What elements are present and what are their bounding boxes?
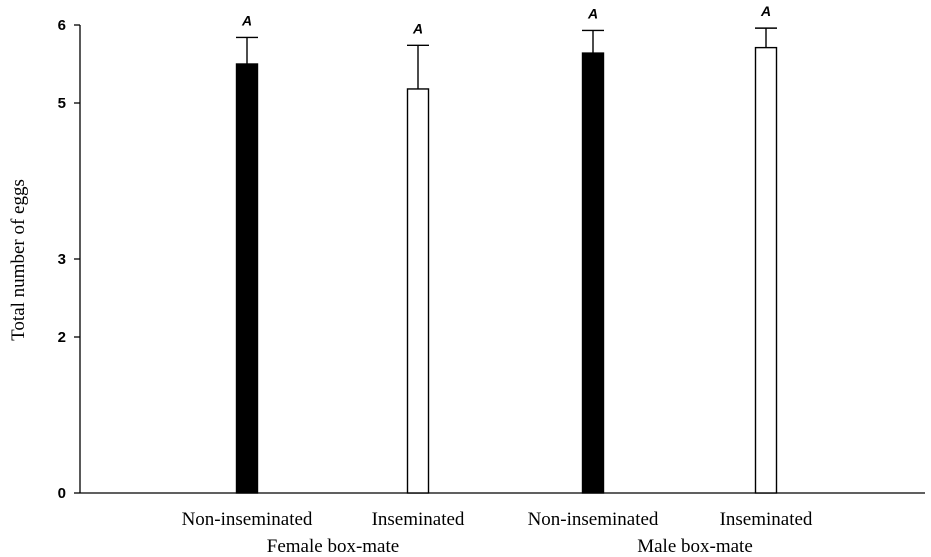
significance-letter: A (587, 5, 598, 21)
y-axis-title: Total number of eggs (8, 179, 29, 341)
y-tick-label: 3 (58, 251, 66, 268)
x-group-label: Female box-mate (267, 536, 399, 557)
x-category-label: Inseminated (372, 509, 465, 530)
bar (235, 63, 259, 494)
significance-letter: A (241, 12, 252, 28)
y-tick-label: 2 (58, 329, 66, 346)
bar (406, 88, 430, 494)
bar (754, 46, 778, 494)
x-category-label: Non-inseminated (528, 509, 659, 530)
x-group-label: Male box-mate (637, 536, 753, 557)
significance-letter: A (760, 3, 771, 19)
y-tick-label: 0 (58, 485, 66, 502)
y-tick-label: 6 (58, 17, 66, 34)
y-tick-label: 5 (58, 95, 66, 112)
significance-letter: A (412, 20, 423, 36)
bar (581, 52, 605, 494)
x-category-label: Inseminated (720, 509, 813, 530)
x-category-label: Non-inseminated (182, 509, 313, 530)
